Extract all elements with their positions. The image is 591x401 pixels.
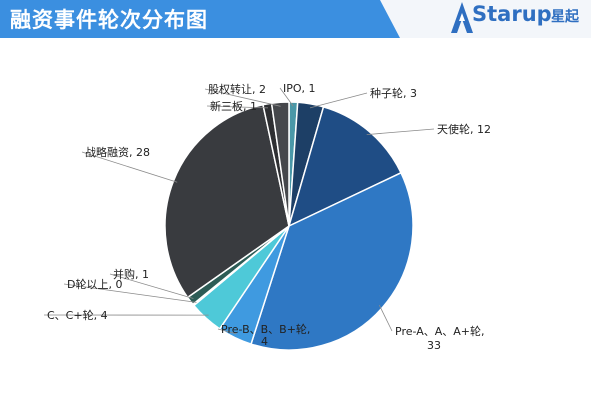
pie-slices xyxy=(164,101,414,351)
brand-name-cn: 星起 xyxy=(551,9,579,25)
leader-line-8 xyxy=(81,151,178,183)
slice-label-5: C、C+轮, 4 xyxy=(47,308,108,322)
leader-lines xyxy=(43,87,435,335)
brand-name: Starup xyxy=(472,2,552,26)
pie-slice-2 xyxy=(287,105,403,228)
slice-label-3: Pre-A、A、A+轮, xyxy=(395,324,485,338)
pie-slice-10 xyxy=(270,101,290,227)
leader-line-2 xyxy=(366,128,435,135)
header-bar: 融资事件轮次分布图 Starup 星起 xyxy=(0,0,591,38)
page-title: 融资事件轮次分布图 xyxy=(10,8,208,32)
leader-line-3 xyxy=(378,304,393,332)
header-light-band xyxy=(380,0,591,38)
header-background xyxy=(0,0,591,38)
leader-line-0 xyxy=(279,87,294,107)
leader-line-7 xyxy=(109,273,194,299)
slice-label-10: 股权转让, 2 xyxy=(208,82,266,96)
leader-line-10 xyxy=(204,88,281,107)
slice-label-6: D轮以上, 0 xyxy=(67,277,122,291)
slice-label-9: 新三板, 1 xyxy=(210,99,257,113)
header-blue-band xyxy=(0,0,405,38)
slice-label-0: IPO, 1 xyxy=(283,82,316,95)
slice-label-2: 天使轮, 12 xyxy=(437,122,491,136)
slice-label-8: 战略融资, 28 xyxy=(85,145,150,159)
slice-value-label-4: 4 xyxy=(261,335,268,348)
data-labels: IPO, 1 种子轮, 3 天使轮, 12 Pre-A、A、A+轮,33 Pre-B、B… xyxy=(47,82,491,352)
leader-line-1 xyxy=(309,92,368,109)
pie-slice-3 xyxy=(250,171,414,351)
slice-label-7: 并购, 1 xyxy=(113,267,149,281)
slice-value-label-3: 33 xyxy=(427,339,441,352)
leader-line-9 xyxy=(206,105,269,109)
star-a-logo-icon xyxy=(451,2,473,33)
slice-label-1: 种子轮, 3 xyxy=(370,86,417,100)
slice-label-4: Pre-B、B、B+轮, xyxy=(221,322,310,336)
leader-line-4 xyxy=(217,328,237,335)
brand-logo: Starup 星起 xyxy=(450,0,585,36)
leader-line-6 xyxy=(63,283,197,303)
